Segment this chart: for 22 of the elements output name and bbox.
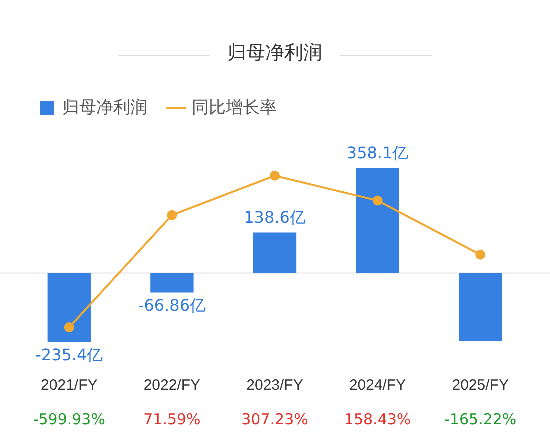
data-label: 158.43%: [344, 410, 412, 428]
point: [270, 170, 280, 181]
x-tick-label: 2023/FY: [246, 377, 304, 394]
legend-label: 同比增长率: [192, 98, 277, 118]
chart-title: 归母净利润: [226, 41, 324, 66]
data-label: -235.4亿: [36, 345, 104, 364]
data-label: 71.59%: [144, 410, 201, 428]
data-label: -599.93%: [33, 410, 106, 428]
data-label: 358.1亿: [346, 144, 409, 163]
x-tick-label: 2021/FY: [41, 377, 98, 394]
point: [372, 196, 383, 206]
x-tick-label: 2024/FY: [349, 377, 406, 394]
data-label: -165.22%: [444, 410, 517, 428]
legend-label: 归母净利润: [62, 98, 148, 118]
data-label: -66.86亿: [138, 296, 206, 315]
x-tick-label: 2025/FY: [452, 377, 509, 394]
x-tick-label: 2022/FY: [144, 377, 201, 394]
data-label: 307.23%: [242, 410, 308, 428]
point: [167, 210, 178, 220]
data-label: 138.6亿: [244, 208, 306, 227]
point: [476, 250, 486, 260]
point: [64, 322, 74, 333]
